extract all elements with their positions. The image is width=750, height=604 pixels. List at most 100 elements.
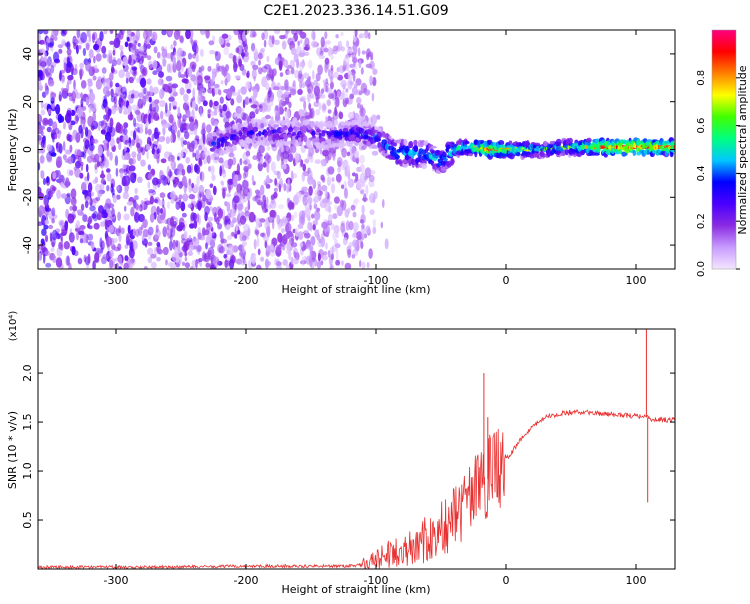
noise-cell: [53, 36, 58, 41]
noise-cell: [221, 33, 229, 39]
noise-cell: [352, 239, 358, 248]
noise-cell: [170, 161, 175, 168]
ridge-cell: [230, 129, 234, 135]
noise-cell: [267, 204, 272, 210]
noise-cell: [198, 66, 202, 73]
noise-cell: [48, 209, 55, 220]
noise-cell: [170, 44, 174, 50]
noise-cell: [159, 208, 164, 214]
noise-cell: [361, 223, 365, 230]
noise-cell: [124, 255, 129, 262]
ridge-cell: [303, 135, 308, 143]
noise-cell: [349, 81, 354, 86]
noise-cell: [38, 162, 41, 171]
noise-cell: [293, 257, 299, 265]
ridge-cell: [445, 144, 451, 150]
spectrogram-y-label: Frequency (Hz): [6, 109, 19, 192]
noise-cell: [92, 210, 99, 222]
ridge-cell: [359, 128, 365, 132]
noise-cell: [287, 201, 295, 210]
noise-cell: [170, 58, 174, 63]
noise-cell: [92, 75, 97, 81]
ridge-cell: [337, 135, 343, 140]
ridge-cell: [421, 162, 428, 170]
ridge-cell: [216, 153, 220, 158]
noise-cell: [316, 180, 322, 187]
noise-cell: [130, 206, 135, 217]
noise-cell: [90, 119, 97, 127]
noise-cell: [191, 109, 195, 120]
noise-cell: [140, 159, 146, 167]
noise-cell: [157, 51, 161, 59]
noise-cell: [342, 66, 346, 72]
noise-cell: [95, 196, 101, 201]
noise-cell: [124, 146, 127, 152]
noise-cell: [131, 151, 137, 159]
noise-cell: [200, 129, 206, 136]
noise-cell: [367, 51, 374, 57]
noise-cell: [55, 104, 61, 115]
noise-cell: [320, 160, 325, 168]
noise-cell: [203, 229, 210, 236]
colorbar-tick-label: 0.0: [696, 261, 707, 277]
ridge-cell: [539, 150, 544, 158]
noise-cell: [199, 171, 205, 182]
snr-y-tick-label: 1.0: [21, 462, 34, 480]
noise-cell: [135, 30, 141, 41]
noise-cell: [188, 142, 195, 152]
noise-cell: [145, 143, 151, 151]
noise-cell: [127, 260, 134, 269]
noise-cell: [199, 87, 206, 96]
noise-cell: [63, 62, 67, 71]
ridge-cell: [280, 127, 285, 133]
noise-cell: [333, 71, 339, 79]
noise-cell: [236, 183, 243, 194]
noise-cell: [311, 69, 315, 80]
noise-cell: [97, 190, 103, 198]
noise-cell: [173, 56, 176, 67]
noise-cell: [169, 233, 173, 242]
noise-cell: [131, 166, 135, 172]
noise-cell: [122, 86, 127, 92]
noise-cell: [343, 56, 350, 66]
noise-cell: [304, 158, 310, 164]
noise-cell: [226, 42, 231, 48]
noise-cell: [123, 171, 127, 176]
noise-cell: [192, 237, 200, 247]
noise-cell: [309, 203, 312, 211]
noise-cell: [160, 119, 167, 125]
noise-cell: [131, 44, 137, 51]
noise-cell: [84, 200, 89, 209]
noise-cell: [265, 196, 269, 207]
noise-cell: [227, 244, 235, 256]
snr-series-line: [38, 409, 675, 569]
noise-cell: [331, 177, 335, 183]
noise-cell: [139, 123, 143, 134]
noise-cell: [106, 148, 110, 158]
noise-cell: [201, 122, 206, 132]
ridge-cell: [474, 151, 478, 158]
ridge-cell: [211, 141, 217, 146]
noise-cell: [105, 198, 112, 210]
noise-cell: [365, 184, 369, 196]
noise-cell: [133, 49, 137, 60]
noise-cell: [72, 205, 78, 212]
ridge-cell: [525, 140, 530, 148]
noise-cell: [261, 201, 266, 210]
noise-cell: [88, 143, 95, 152]
noise-cell: [167, 156, 171, 162]
noise-cell: [67, 56, 70, 64]
noise-cell: [308, 256, 313, 263]
noise-cell: [109, 151, 113, 161]
noise-cell: [254, 189, 261, 195]
noise-cell: [182, 114, 187, 122]
noise-cell: [169, 152, 173, 157]
noise-cell: [105, 131, 112, 143]
noise-cell: [346, 151, 351, 157]
noise-cell: [124, 205, 127, 212]
noise-cell: [73, 250, 79, 257]
noise-cell: [184, 262, 190, 269]
noise-cell: [324, 115, 329, 122]
noise-cell: [332, 213, 338, 220]
noise-cell: [210, 165, 215, 176]
